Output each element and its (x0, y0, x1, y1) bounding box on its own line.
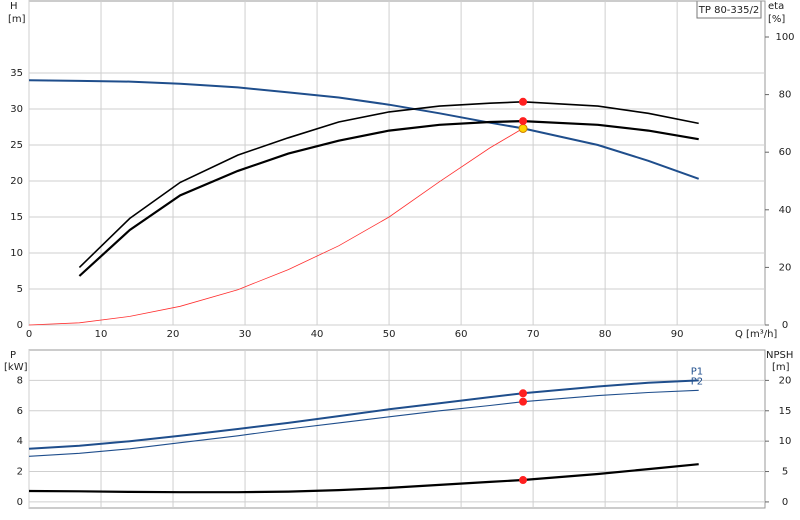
y-axis-label: P (10, 350, 16, 361)
x-tick-label: 50 (383, 329, 396, 340)
series-label: P1 (691, 366, 703, 377)
y-tick-label: 35 (10, 68, 23, 79)
x-tick-label: 80 (599, 329, 612, 340)
y2-tick-label: 0 (782, 320, 788, 331)
y2-tick-label: 15 (779, 406, 792, 417)
operating-point (519, 97, 528, 106)
series-label: P2 (691, 376, 703, 387)
data-line (28, 128, 524, 326)
y-tick-label: 6 (17, 406, 23, 417)
x-tick-label: 90 (671, 329, 684, 340)
y2-tick-label: 60 (779, 147, 792, 158)
y2-tick-label: 100 (775, 32, 794, 43)
y-tick-label: 25 (10, 140, 23, 151)
x-tick-label: 0 (26, 329, 32, 340)
y2-axis-unit: [m] (772, 362, 790, 373)
y2-tick-label: 0 (782, 497, 788, 508)
chart-title: TP 80-335/2 (698, 5, 759, 16)
x-tick-label: 10 (95, 329, 108, 340)
operating-point (519, 389, 528, 398)
y-tick-label: 20 (10, 176, 23, 187)
operating-point (519, 397, 528, 406)
data-line (78, 119, 699, 277)
x-tick-label: 20 (167, 329, 180, 340)
x-tick-label: 30 (239, 329, 252, 340)
y2-tick-label: 40 (779, 205, 792, 216)
y2-tick-label: 20 (779, 262, 792, 273)
y2-tick-label: 10 (779, 436, 792, 447)
data-line (78, 100, 699, 268)
y2-tick-label: 20 (779, 375, 792, 386)
y-tick-label: 2 (17, 467, 23, 478)
y-axis-unit: [kW] (4, 362, 28, 373)
operating-point (519, 476, 528, 485)
y-tick-label: 0 (17, 497, 23, 508)
operating-point (518, 123, 528, 133)
plot-frame (28, 349, 766, 509)
data-line (28, 79, 700, 180)
y-tick-label: 8 (17, 375, 23, 386)
x-tick-label: 70 (527, 329, 540, 340)
y2-tick-label: 5 (782, 467, 788, 478)
data-line (28, 389, 699, 457)
y-tick-label: 5 (17, 284, 23, 295)
plot-layer: 0 10 20 30 40 50 60 70 80 90051015202530350204060… (10, 0, 795, 509)
x-axis-label: Q [m³/h] (735, 329, 777, 340)
data-line (28, 379, 699, 450)
y2-axis-unit: [%] (768, 14, 785, 25)
y-tick-label: 30 (10, 104, 23, 115)
x-tick-label: 60 (455, 329, 468, 340)
operating-point (519, 117, 528, 126)
x-tick-label: 40 (311, 329, 324, 340)
y-tick-label: 10 (10, 248, 23, 259)
y-tick-label: 0 (17, 320, 23, 331)
y-tick-label: 15 (10, 212, 23, 223)
y2-tick-label: 80 (779, 90, 792, 101)
y2-axis-label: NPSH (766, 350, 793, 361)
y2-axis-label: eta (768, 1, 784, 12)
y-axis-unit: [m] (8, 14, 26, 25)
data-line (28, 463, 699, 494)
y-tick-label: 4 (17, 436, 23, 447)
y-axis-label: H (10, 1, 18, 12)
